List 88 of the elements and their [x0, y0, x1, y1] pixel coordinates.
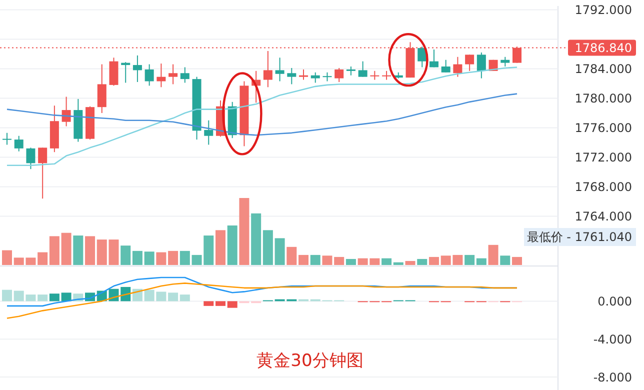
candlestick	[299, 68, 308, 80]
candlestick	[26, 147, 36, 170]
bar	[393, 262, 404, 265]
line-series	[6, 282, 518, 319]
bar	[251, 213, 262, 265]
candlestick	[2, 132, 12, 146]
bar	[156, 252, 166, 265]
candlestick	[382, 70, 392, 80]
bar	[464, 254, 475, 265]
candlestick	[370, 70, 380, 80]
bar	[215, 230, 226, 265]
bar	[298, 254, 309, 265]
bar	[227, 225, 238, 265]
bar	[73, 236, 84, 265]
bar	[262, 230, 273, 265]
candlestick	[441, 59, 450, 73]
candlestick	[62, 96, 71, 127]
bar	[500, 256, 510, 265]
bar	[38, 252, 48, 265]
candlestick	[132, 54, 142, 83]
candlestick	[358, 60, 368, 78]
text: 最低价 - 1761.040	[526, 230, 632, 244]
bar	[274, 238, 285, 265]
y-tick-label: 1764.000	[574, 210, 632, 224]
y-tick-label: -4.000	[593, 332, 632, 346]
bar	[61, 292, 72, 302]
bar	[417, 258, 428, 265]
line-series	[6, 93, 518, 136]
bar	[310, 254, 320, 265]
candlestick	[144, 64, 154, 86]
bar	[120, 246, 131, 265]
bar	[168, 292, 178, 302]
bar	[488, 244, 498, 265]
candlestick	[476, 52, 486, 79]
bar	[512, 256, 522, 265]
bar	[168, 250, 178, 265]
candlestick	[453, 56, 462, 78]
bar	[286, 246, 297, 265]
y-tick-label: 0.000	[598, 294, 632, 308]
y-tick-label: 1780.000	[574, 91, 632, 106]
candlestick	[334, 67, 344, 83]
candlestick	[429, 49, 438, 68]
bar	[239, 198, 250, 265]
bar	[85, 236, 96, 265]
candlestick	[121, 62, 130, 84]
bar	[405, 260, 416, 265]
bar	[132, 250, 142, 265]
bar	[2, 290, 12, 302]
y-tick-label: 1776.000	[574, 120, 632, 135]
ref-line-label: 1786.840	[574, 40, 632, 55]
candlestick	[287, 67, 296, 85]
bar	[382, 258, 392, 265]
candlestick	[310, 72, 320, 84]
bar	[215, 301, 226, 306]
candlestick	[465, 54, 474, 72]
candlestick	[275, 57, 284, 82]
bar	[204, 301, 214, 306]
bar	[144, 252, 154, 265]
y-tick-label: 1784.000	[574, 62, 632, 76]
bar	[476, 258, 486, 265]
bar	[38, 294, 48, 302]
candlestick	[180, 66, 190, 84]
candlestick	[109, 57, 118, 86]
candlestick	[204, 120, 214, 146]
bar	[180, 250, 190, 265]
candlestick	[322, 72, 332, 82]
bar	[49, 294, 60, 302]
bar	[428, 256, 439, 265]
bar	[346, 258, 356, 265]
bar	[227, 301, 238, 308]
y-tick-label: 1792.000	[574, 2, 632, 17]
candlestick	[263, 50, 272, 88]
candlestick	[97, 64, 106, 114]
candlestick	[14, 135, 24, 152]
bar	[49, 236, 60, 265]
bar	[334, 256, 344, 265]
candlestick	[168, 64, 178, 85]
bar	[322, 256, 332, 265]
annotation: 黄金30分钟图	[256, 350, 364, 371]
bar	[2, 250, 12, 265]
candlestick	[156, 63, 166, 88]
bar	[61, 232, 72, 265]
bar	[180, 294, 190, 302]
y-tick-label: 1772.000	[574, 150, 632, 164]
y-tick-label: -8.000	[593, 370, 632, 384]
candlestick	[500, 56, 510, 68]
candlestick	[38, 147, 48, 200]
y-tick-label: 1768.000	[574, 180, 632, 194]
